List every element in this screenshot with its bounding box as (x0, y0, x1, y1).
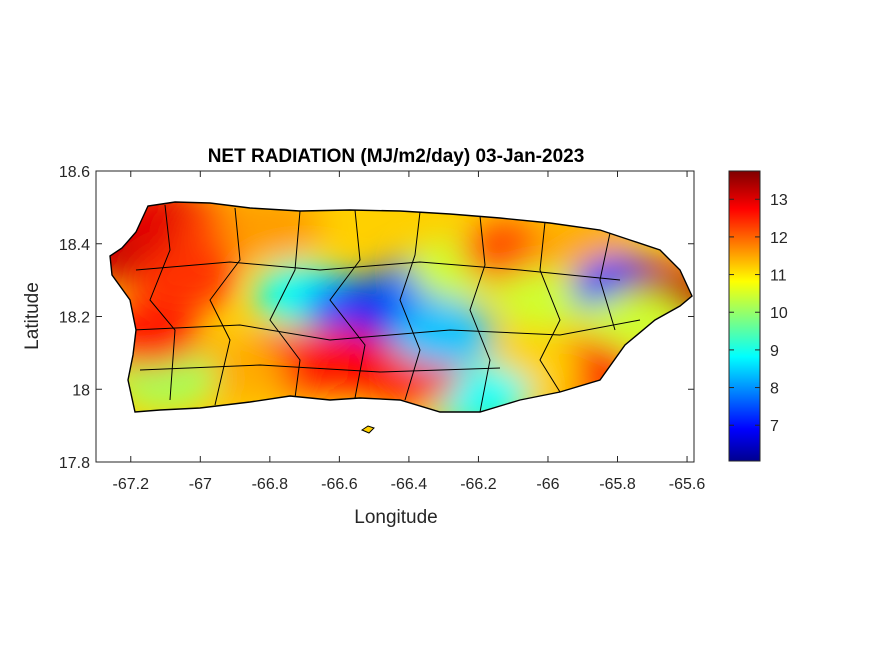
y-tick-label: 18.4 (59, 237, 90, 254)
x-tick-label: -66.6 (321, 476, 358, 493)
colorbar-tick-label: 12 (770, 230, 788, 247)
x-tick-label: -65.6 (669, 476, 706, 493)
y-axis: 18.6 18.4 18.2 18 17.8 (59, 164, 694, 472)
x-tick-label: -66 (536, 476, 559, 493)
colorbar-tick-label: 8 (770, 381, 779, 398)
caja-de-muertos-islet (360, 425, 375, 434)
island-outline (109, 201, 693, 413)
island-heatmap (110, 202, 692, 412)
x-tick-label: -67 (189, 476, 212, 493)
colorbar-tick-label: 7 (770, 418, 779, 435)
municipal-boundaries (132, 204, 641, 412)
x-axis-label: Longitude (354, 507, 437, 528)
y-tick-label: 18 (72, 382, 90, 399)
colorbar-ticks: 7 8 9 10 11 12 13 (729, 192, 788, 435)
x-tick-label: -66.2 (460, 476, 497, 493)
y-axis-label: Latitude (22, 282, 43, 350)
colorbar-tick-label: 13 (770, 192, 788, 209)
colorbar (728, 170, 761, 462)
x-tick-label: -67.2 (113, 476, 150, 493)
y-tick-label: 17.8 (59, 455, 90, 472)
chart-title: NET RADIATION (MJ/m2/day) 03-Jan-2023 (208, 146, 585, 167)
heat-cell (391, 302, 496, 367)
x-axis: -67.2 -67 -66.8 -66.6 -66.4 -66.2 -66 -65.8 -65.… (113, 171, 706, 493)
colorbar-tick-label: 10 (770, 305, 788, 322)
x-tick-label: -65.8 (599, 476, 636, 493)
y-tick-label: 18.6 (59, 164, 90, 181)
x-tick-label: -66.8 (252, 476, 289, 493)
colorbar-tick-label: 9 (770, 343, 779, 360)
colorbar-tick-label: 11 (770, 268, 787, 285)
y-tick-label: 18.2 (59, 310, 90, 327)
x-tick-label: -66.4 (391, 476, 428, 493)
